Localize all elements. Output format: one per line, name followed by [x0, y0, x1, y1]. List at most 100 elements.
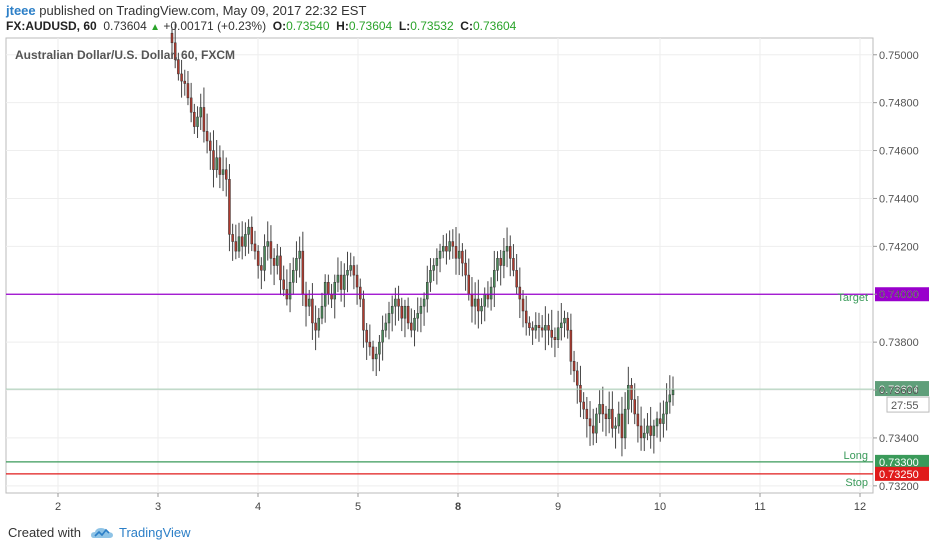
candle-body — [630, 384, 633, 400]
candle-body — [362, 298, 365, 331]
x-tick-label: 4 — [255, 501, 261, 513]
candle-body — [665, 401, 668, 415]
x-tick-label: 10 — [654, 501, 666, 513]
candle-body — [668, 394, 672, 403]
last-price-tag — [875, 381, 929, 397]
y-tick-label: 0.74600 — [879, 146, 919, 158]
candle-body — [435, 258, 439, 266]
candle-body — [269, 241, 273, 259]
candle-body — [416, 313, 419, 319]
candle-body — [448, 241, 451, 252]
candle-body — [486, 293, 490, 300]
brand-link[interactable]: TradingView — [118, 525, 191, 540]
candle-body — [547, 325, 550, 331]
candle-body — [550, 329, 553, 338]
candle-body — [509, 246, 512, 259]
candle-body — [266, 241, 269, 247]
candle-body — [556, 327, 560, 340]
candle-body — [333, 282, 336, 300]
candle-body — [515, 270, 518, 288]
candle-body — [489, 286, 493, 300]
candle-body — [263, 246, 266, 271]
candle-body — [426, 282, 429, 300]
y-tick-label: 0.75000 — [879, 50, 919, 62]
candle-body — [359, 286, 362, 300]
level-price-label: 0.73300 — [879, 457, 919, 469]
candle-body — [346, 270, 349, 276]
candle-body — [607, 408, 611, 420]
candle-body — [228, 179, 231, 235]
candle-body — [540, 327, 544, 331]
price-axis[interactable]: 0.75000 0.74800 0.74600 0.74400 0.74200 0.740… — [873, 50, 919, 493]
candle-body — [467, 274, 471, 295]
candle-body — [591, 425, 595, 434]
candle-body — [614, 425, 617, 429]
candle-body — [633, 399, 636, 415]
candle-body — [406, 305, 410, 324]
candle-body — [205, 131, 209, 142]
candle-body — [585, 408, 589, 420]
close-value: 0.73604 — [472, 19, 517, 33]
candle-body — [202, 107, 206, 132]
candle-body — [218, 157, 222, 175]
candle-body — [339, 274, 343, 290]
candle-body — [240, 236, 244, 247]
candle-body — [658, 418, 662, 424]
price-chart[interactable]: Target 0.74000 Long 0.73300 Stop 0.73250 0.736… — [0, 0, 932, 520]
level-price-label: 0.73250 — [879, 469, 919, 481]
candle-body — [231, 234, 234, 242]
candle-body — [295, 258, 298, 271]
time-axis[interactable]: 2 3 4 5 8 9 10 11 12 — [55, 493, 866, 513]
candle-body — [199, 107, 202, 118]
candle-body — [256, 250, 260, 266]
candle-body — [196, 116, 199, 127]
candle-body — [464, 262, 467, 276]
level-name-stop: Stop — [845, 477, 868, 489]
candle-body — [553, 337, 557, 340]
y-tick-label: 0.74000 — [879, 289, 919, 301]
low-value: 0.73532 — [410, 19, 454, 33]
candle-body — [636, 413, 640, 427]
candle-body — [579, 384, 582, 403]
candle-body — [311, 298, 314, 324]
plot-frame — [5, 37, 874, 494]
candle-body — [314, 322, 317, 331]
countdown-label: 27:55 — [891, 400, 919, 412]
x-tick-label: 9 — [555, 501, 561, 513]
candle-body — [279, 255, 282, 281]
candle-body — [601, 404, 605, 415]
y-tick-label: 0.74800 — [879, 98, 919, 110]
candle-body — [365, 329, 368, 343]
candle-body — [518, 286, 522, 300]
candle-body — [528, 322, 531, 329]
candle-body — [384, 322, 388, 331]
candle-body — [288, 282, 292, 300]
candle-body — [352, 265, 356, 276]
candle-body — [595, 413, 598, 434]
y-tick-label: 0.73800 — [879, 337, 919, 349]
x-tick-label: 5 — [355, 501, 361, 513]
candle-body — [272, 258, 276, 266]
level-price-tag — [875, 287, 929, 302]
candle-body — [639, 425, 643, 439]
candle-body — [371, 346, 375, 360]
author-link[interactable]: jteee — [6, 3, 36, 18]
candle-body — [451, 241, 455, 247]
symbol-label[interactable]: FX:AUDUSD, 60 — [6, 19, 97, 33]
candle-body — [623, 408, 627, 439]
candle-body — [502, 250, 506, 266]
y-tick-label: 0.74200 — [879, 241, 919, 253]
level-lines: Target 0.74000 Long 0.73300 Stop 0.73250 0.736… — [6, 287, 930, 489]
candle-body — [237, 236, 241, 252]
candle-body — [327, 282, 330, 295]
candle-body — [432, 265, 435, 271]
candle-body — [253, 243, 257, 252]
candle-body — [260, 265, 263, 271]
candle-body — [441, 246, 445, 252]
candle-body — [320, 305, 324, 319]
ohlc-bar: FX:AUDUSD, 60 0.73604 ▲ +0.00171 (+0.23%… — [6, 19, 516, 33]
y-tick-label: 0.73400 — [879, 433, 919, 445]
y-tick-label: 0.74400 — [879, 193, 919, 205]
last-price-label: 0.73604 — [879, 384, 919, 396]
candle-body — [572, 361, 576, 372]
